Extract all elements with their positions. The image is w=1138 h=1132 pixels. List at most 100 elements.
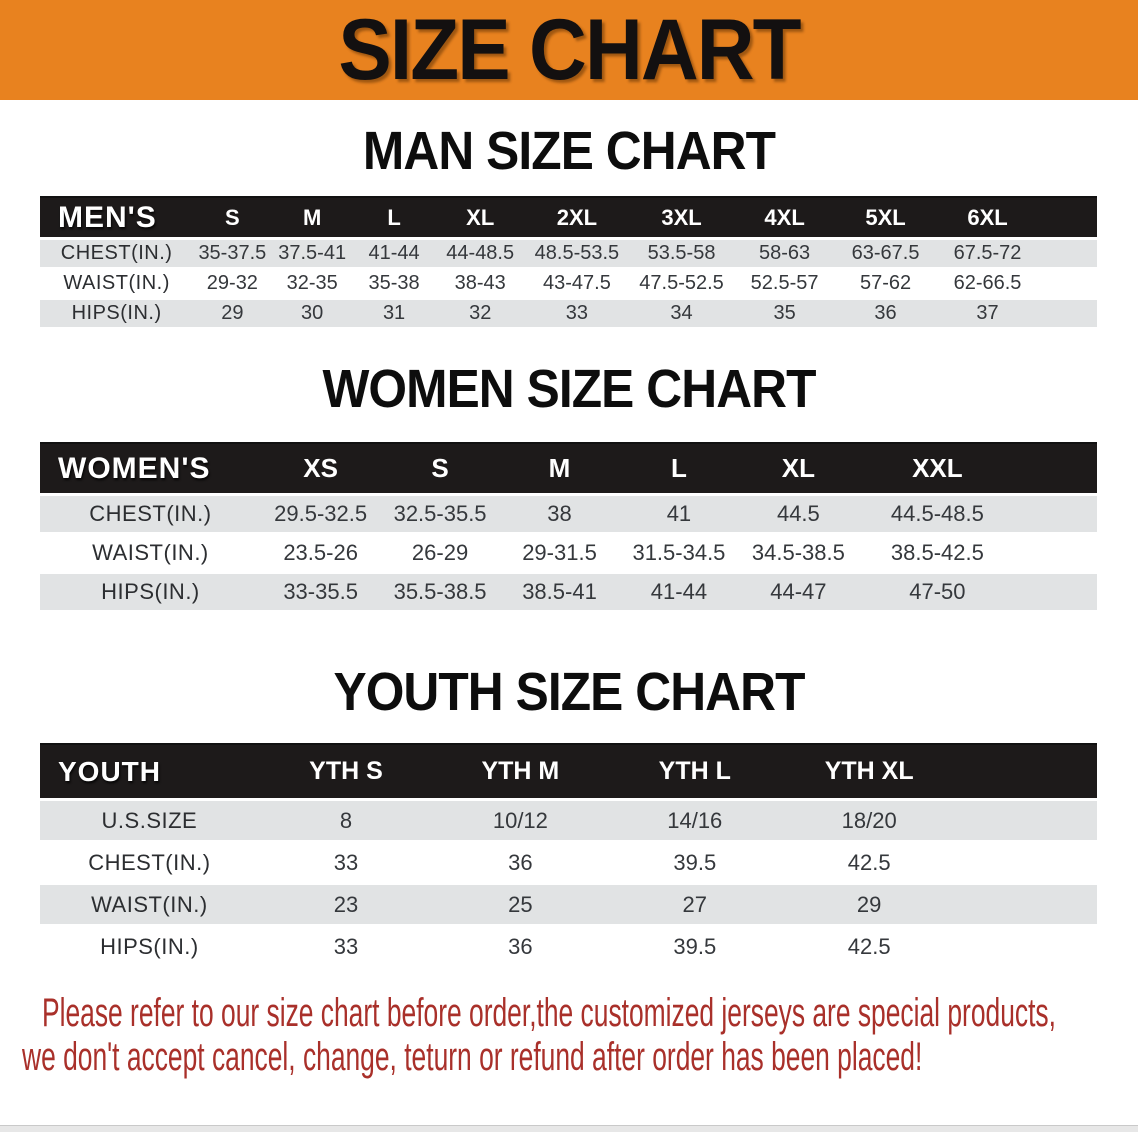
table-group-label: YOUTH [40, 743, 259, 801]
size-value-cell: 38.5-41 [499, 574, 620, 613]
size-value-cell: 39.5 [607, 843, 782, 885]
man-size-section: MAN SIZE CHART MEN'S S M L XL 2XL 3XL 4XL 5XL 6XL… [0, 121, 1138, 330]
size-value-cell: 10/12 [433, 801, 608, 843]
size-value-cell: 35.5-38.5 [380, 574, 500, 613]
measurement-row-label: HIPS(IN.) [40, 300, 194, 330]
youth-size-section: YOUTH SIZE CHART YOUTH YTH S YTH M YTH L YTH… [0, 665, 1138, 969]
size-value-cell: 43-47.5 [525, 270, 629, 300]
size-column-header: 4XL [734, 196, 835, 240]
measurement-row-label: CHEST(IN.) [40, 843, 259, 885]
table-header-row: WOMEN'S XS S M L XL XXL [40, 442, 1097, 496]
size-value-cell: 25 [433, 885, 608, 927]
size-value-cell: 29-31.5 [499, 535, 620, 574]
table-group-label: WOMEN'S [40, 442, 261, 496]
size-value-cell: 37.5-41 [271, 240, 353, 270]
size-value-cell: 58-63 [734, 240, 835, 270]
size-value-cell: 33 [525, 300, 629, 330]
man-size-chart-heading-text: MAN SIZE CHART [362, 121, 776, 181]
size-value-cell: 32 [435, 300, 526, 330]
disclaimer-notice: Please refer to our size chart before or… [0, 991, 1138, 1079]
row-filler-cell [956, 801, 1097, 843]
man-size-chart-heading: MAN SIZE CHART [0, 121, 1138, 181]
size-value-cell: 34 [628, 300, 735, 330]
measurement-row-label: HIPS(IN.) [40, 574, 261, 613]
table-row: HIPS(IN.) 29 30 31 32 33 34 35 36 37 [40, 300, 1097, 330]
size-value-cell: 44.5-48.5 [858, 496, 1017, 535]
size-column-header: 6XL [936, 196, 1039, 240]
size-column-header: XS [260, 442, 381, 496]
measurement-row-label: WAIST(IN.) [40, 270, 194, 300]
size-value-cell: 36 [433, 843, 608, 885]
womens-size-table: WOMEN'S XS S M L XL XXL CHEST(IN.) 29.5-32.5 32.5… [40, 442, 1097, 613]
size-column-header: YTH M [433, 743, 608, 801]
size-column-header: 3XL [628, 196, 735, 240]
size-value-cell: 33 [258, 843, 434, 885]
row-filler-cell [1016, 574, 1097, 613]
size-value-cell: 29.5-32.5 [260, 496, 381, 535]
row-filler-cell [1016, 496, 1097, 535]
size-column-header: YTH S [258, 743, 434, 801]
table-row: CHEST(IN.) 33 36 39.5 42.5 [40, 843, 1097, 885]
table-header-row: YOUTH YTH S YTH M YTH L YTH XL [40, 743, 1097, 801]
size-value-cell: 23 [258, 885, 434, 927]
size-value-cell: 38.5-42.5 [858, 535, 1017, 574]
table-row: WAIST(IN.) 23.5-26 26-29 29-31.5 31.5-34.5 34… [40, 535, 1097, 574]
size-column-header: M [499, 442, 620, 496]
size-value-cell: 32.5-35.5 [380, 496, 500, 535]
size-value-cell: 34.5-38.5 [738, 535, 859, 574]
youth-size-table: YOUTH YTH S YTH M YTH L YTH XL U.S.SIZE 8 10/12… [40, 743, 1097, 969]
size-value-cell: 33-35.5 [260, 574, 381, 613]
size-value-cell: 29 [193, 300, 272, 330]
measurement-row-label: CHEST(IN.) [40, 240, 194, 270]
size-value-cell: 23.5-26 [260, 535, 381, 574]
size-value-cell: 38 [499, 496, 620, 535]
size-value-cell: 47.5-52.5 [628, 270, 735, 300]
table-row: CHEST(IN.) 29.5-32.5 32.5-35.5 38 41 44.5 44.5… [40, 496, 1097, 535]
size-value-cell: 37 [936, 300, 1039, 330]
size-value-cell: 44.5 [738, 496, 859, 535]
size-value-cell: 38-43 [435, 270, 526, 300]
page-title: SIZE CHART [338, 2, 801, 98]
table-row: U.S.SIZE 8 10/12 14/16 18/20 [40, 801, 1097, 843]
table-header-row: MEN'S S M L XL 2XL 3XL 4XL 5XL 6XL [40, 196, 1097, 240]
size-value-cell: 35-37.5 [193, 240, 272, 270]
size-value-cell: 29-32 [193, 270, 272, 300]
size-value-cell: 31.5-34.5 [619, 535, 739, 574]
size-value-cell: 35 [734, 300, 835, 330]
size-value-cell: 36 [433, 927, 608, 969]
header-filler-cell [1016, 442, 1097, 496]
size-column-header: M [271, 196, 353, 240]
size-value-cell: 32-35 [271, 270, 353, 300]
size-value-cell: 41-44 [352, 240, 436, 270]
size-column-header: XL [738, 442, 859, 496]
size-column-header: 5XL [834, 196, 937, 240]
size-value-cell: 42.5 [781, 843, 957, 885]
row-filler-cell [956, 843, 1097, 885]
row-filler-cell [956, 885, 1097, 927]
measurement-row-label: CHEST(IN.) [40, 496, 261, 535]
size-value-cell: 42.5 [781, 927, 957, 969]
size-column-header: L [352, 196, 436, 240]
size-value-cell: 53.5-58 [628, 240, 735, 270]
row-filler-cell [1038, 300, 1097, 330]
size-column-header: XL [435, 196, 526, 240]
size-value-cell: 36 [834, 300, 937, 330]
women-size-section: WOMEN SIZE CHART WOMEN'S XS S M L XL XXL CHEST(… [0, 362, 1138, 613]
table-row: WAIST(IN.) 29-32 32-35 35-38 38-43 43-47.5 47.… [40, 270, 1097, 300]
row-filler-cell [956, 927, 1097, 969]
size-column-header: YTH XL [781, 743, 957, 801]
size-column-header: S [380, 442, 500, 496]
size-value-cell: 44-48.5 [435, 240, 526, 270]
measurement-row-label: HIPS(IN.) [40, 927, 259, 969]
size-value-cell: 62-66.5 [936, 270, 1039, 300]
women-size-chart-heading: WOMEN SIZE CHART [0, 362, 1138, 416]
row-filler-cell [1016, 535, 1097, 574]
title-banner: SIZE CHART [0, 0, 1138, 100]
size-value-cell: 41 [619, 496, 739, 535]
measurement-row-label: WAIST(IN.) [40, 885, 259, 927]
size-value-cell: 52.5-57 [734, 270, 835, 300]
size-value-cell: 31 [352, 300, 436, 330]
size-value-cell: 39.5 [607, 927, 782, 969]
size-column-header: L [619, 442, 739, 496]
size-value-cell: 47-50 [858, 574, 1017, 613]
